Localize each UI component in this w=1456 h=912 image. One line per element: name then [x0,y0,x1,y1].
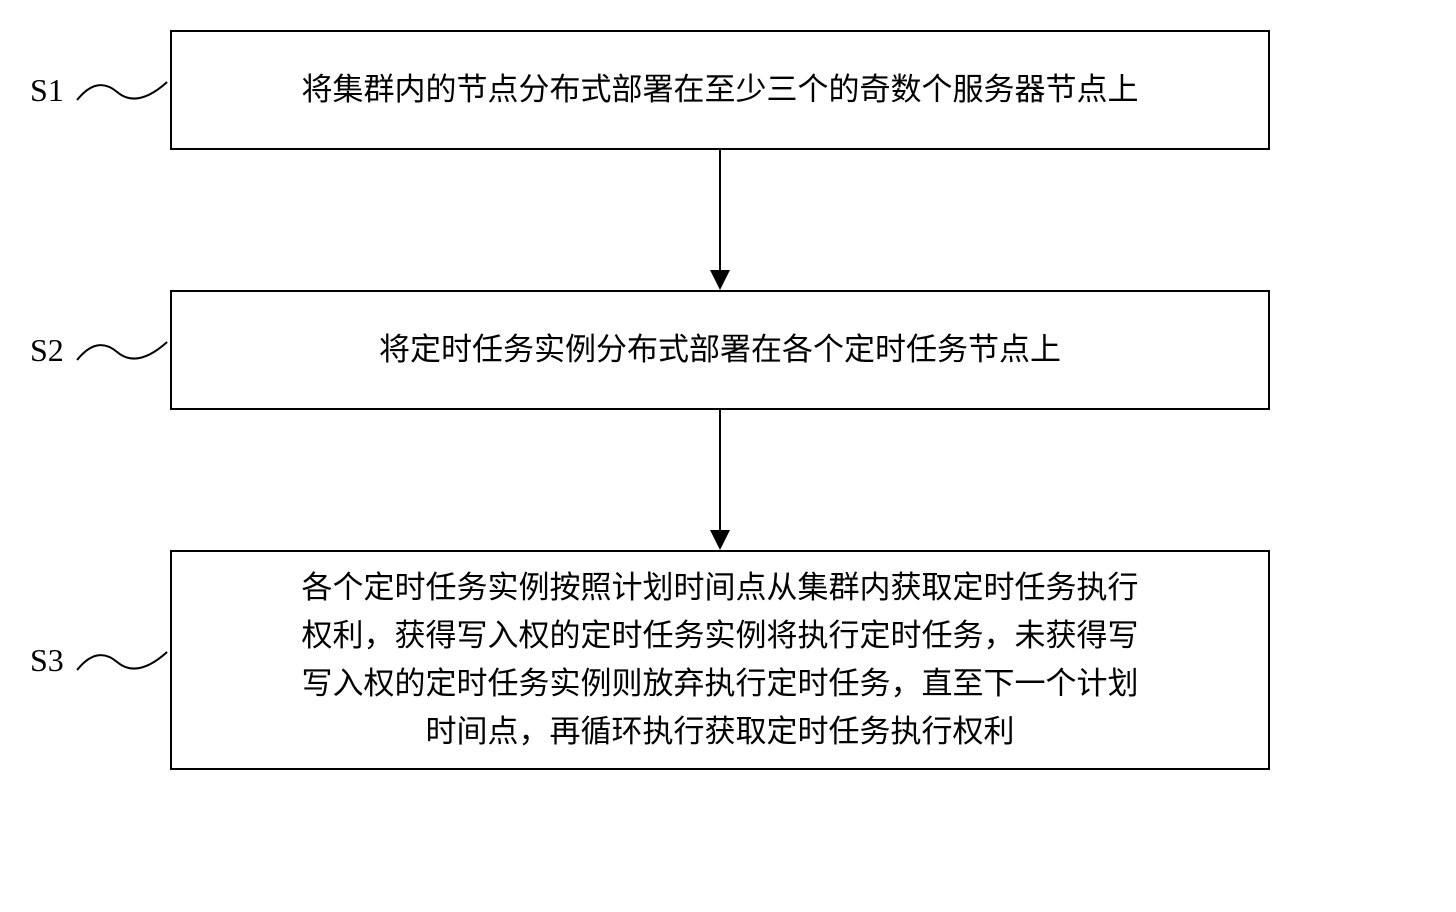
box-text-s2: 将定时任务实例分布式部署在各个定时任务节点上 [379,326,1061,374]
label-wrap-s2: S2 [0,330,170,370]
arrow-down-icon [700,410,740,550]
step-row-s3: S3 各个定时任务实例按照计划时间点从集群内获取定时任务执行 权利，获得写入权的… [0,550,1456,770]
step-label-s2: S2 [30,332,64,369]
box-text-s1: 将集群内的节点分布式部署在至少三个的奇数个服务器节点上 [302,66,1139,114]
step-label-s3: S3 [30,642,64,679]
step-label-s1: S1 [30,72,64,109]
flow-box-s1: 将集群内的节点分布式部署在至少三个的奇数个服务器节点上 [170,30,1270,150]
flow-box-s2: 将定时任务实例分布式部署在各个定时任务节点上 [170,290,1270,410]
flowchart-container: S1 将集群内的节点分布式部署在至少三个的奇数个服务器节点上 S2 将定时任务实… [0,30,1456,770]
box-line: 时间点，再循环执行获取定时任务执行权利 [302,708,1139,756]
box-line: 权利，获得写入权的定时任务实例将执行定时任务，未获得写 [302,612,1139,660]
arrow-wrap-1 [0,150,1456,290]
step-row-s2: S2 将定时任务实例分布式部署在各个定时任务节点上 [0,290,1456,410]
label-wrap-s3: S3 [0,640,170,680]
label-wrap-s1: S1 [0,70,170,110]
flow-box-s3: 各个定时任务实例按照计划时间点从集群内获取定时任务执行 权利，获得写入权的定时任… [170,550,1270,770]
box-line: 各个定时任务实例按照计划时间点从集群内获取定时任务执行 [302,564,1139,612]
squiggle-icon [74,70,170,110]
box-text-s3: 各个定时任务实例按照计划时间点从集群内获取定时任务执行 权利，获得写入权的定时任… [302,564,1139,756]
step-row-s1: S1 将集群内的节点分布式部署在至少三个的奇数个服务器节点上 [0,30,1456,150]
box-line: 写入权的定时任务实例则放弃执行定时任务，直至下一个计划 [302,660,1139,708]
squiggle-icon [74,640,170,680]
arrow-down-icon [700,150,740,290]
arrow-wrap-2 [0,410,1456,550]
squiggle-icon [74,330,170,370]
